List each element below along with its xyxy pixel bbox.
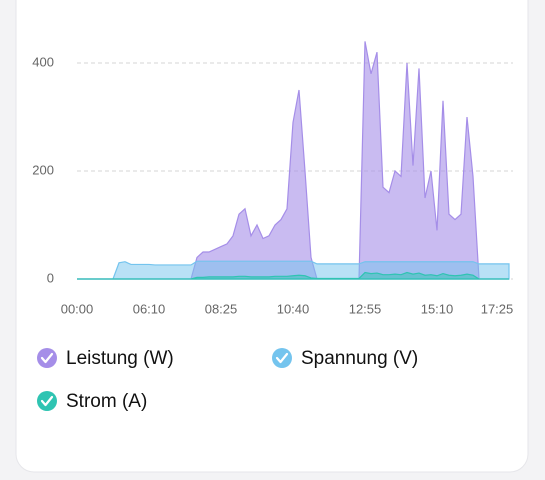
legend-icon [37, 348, 57, 368]
y-tick-label: 400 [32, 54, 54, 69]
y-tick-label: 0 [47, 270, 54, 285]
x-tick-label: 00:00 [61, 301, 94, 316]
legend-check [40, 395, 54, 407]
legend-item: Spannung (V) [272, 348, 418, 369]
y-tick-label: 200 [32, 162, 54, 177]
legend-icon [272, 348, 292, 368]
area [77, 271, 509, 280]
legend-check [275, 352, 289, 364]
legend-label: Leistung (W) [66, 348, 174, 369]
x-tick-label: 08:25 [205, 301, 238, 316]
x-tick-label: 15:10 [421, 301, 454, 316]
x-tick-label: 12:55 [349, 301, 382, 316]
legend-label: Strom (A) [66, 391, 147, 412]
legend-item: Leistung (W) [37, 348, 174, 369]
legend-item: Strom (A) [37, 391, 147, 412]
x-tick-label: 10:40 [277, 301, 310, 316]
legend-label: Spannung (V) [301, 348, 418, 369]
x-tick-label: 17:25 [481, 301, 514, 316]
legend-icon [37, 391, 57, 411]
x-tick-label: 06:10 [133, 301, 166, 316]
legend-check [40, 352, 54, 364]
